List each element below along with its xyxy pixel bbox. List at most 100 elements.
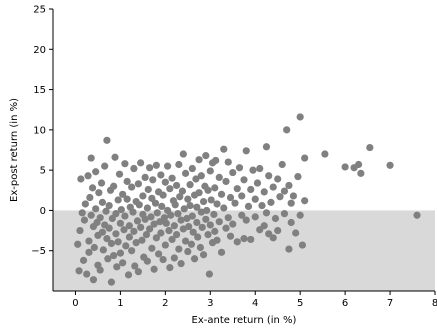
- scatter-point: [224, 214, 232, 222]
- scatter-point: [233, 185, 241, 193]
- scatter-point: [249, 166, 257, 174]
- scatter-point: [190, 255, 199, 263]
- scatter-point: [133, 217, 142, 225]
- scatter-point: [115, 170, 124, 178]
- scatter-point: [229, 220, 237, 228]
- scatter-point: [121, 160, 129, 168]
- scatter-point: [111, 153, 119, 161]
- scatter-point: [256, 164, 264, 173]
- scatter-point: [296, 211, 304, 219]
- scatter-point: [157, 229, 165, 237]
- scatter-point: [294, 172, 302, 181]
- scatter-point: [85, 248, 93, 256]
- scatter-point: [195, 189, 203, 197]
- scatter-point: [119, 190, 127, 198]
- scatter-point: [212, 156, 220, 165]
- scatter-point: [105, 224, 113, 232]
- scatter-point: [141, 173, 149, 181]
- x-tick-label: 6: [342, 298, 348, 309]
- scatter-point: [321, 150, 329, 158]
- scatter-point: [206, 167, 214, 175]
- scatter-point: [386, 161, 394, 169]
- scatter-point: [189, 228, 197, 236]
- x-tick-label: 4: [252, 298, 258, 309]
- scatter-point: [164, 162, 172, 170]
- scatter-point: [253, 179, 262, 187]
- scatter-point: [148, 244, 156, 252]
- scatter-point: [157, 171, 165, 179]
- scatter-point: [162, 219, 170, 227]
- scatter-point: [89, 276, 98, 284]
- scatter-point: [128, 183, 136, 191]
- scatter-point: [211, 184, 219, 192]
- scatter-point: [151, 199, 160, 207]
- scatter-point: [258, 201, 266, 210]
- scatter-point: [217, 190, 226, 198]
- scatter-point: [134, 180, 142, 188]
- scatter-point: [159, 255, 167, 264]
- scatter-point: [153, 209, 161, 217]
- scatter-point: [123, 177, 131, 186]
- scatter-point: [285, 181, 293, 190]
- scatter-point: [170, 222, 178, 230]
- scatter-point: [193, 203, 201, 211]
- y-tick-label: −5: [31, 246, 46, 257]
- scatter-point: [128, 247, 136, 255]
- scatter-point: [187, 240, 196, 248]
- scatter-point: [161, 178, 169, 186]
- scatter-point: [104, 255, 112, 263]
- scatter-point: [114, 196, 122, 204]
- scatter-point: [287, 218, 295, 227]
- scatter-point: [139, 192, 147, 200]
- scatter-point: [110, 182, 118, 190]
- scatter-point: [137, 223, 145, 231]
- scatter-point: [188, 212, 196, 220]
- scatter-point: [220, 204, 228, 212]
- scatter-point: [174, 210, 182, 218]
- scatter-point: [135, 201, 143, 209]
- scatter-point: [144, 185, 152, 194]
- y-axis-label: Ex-post return (in %): [9, 98, 20, 202]
- scatter-point: [74, 240, 82, 248]
- scatter-point: [129, 208, 137, 216]
- scatter-point: [77, 175, 85, 183]
- scatter-point: [341, 163, 349, 171]
- y-tick-label: 20: [33, 45, 46, 56]
- y-tick-label: 5: [40, 166, 46, 177]
- scatter-point: [141, 215, 149, 223]
- scatter-points: [74, 113, 421, 286]
- scatter-point: [143, 204, 151, 212]
- scatter-point: [197, 172, 205, 180]
- scatter-point: [238, 192, 246, 200]
- scatter-point: [96, 214, 104, 222]
- scatter-point: [194, 233, 202, 241]
- scatter-point: [278, 160, 286, 169]
- scatter-point: [121, 212, 129, 220]
- scatter-point: [97, 179, 106, 187]
- scatter-point: [280, 187, 289, 195]
- scatter-point: [179, 150, 187, 158]
- scatter-point: [204, 186, 212, 194]
- scatter-point: [99, 246, 107, 254]
- scatter-point: [84, 172, 92, 180]
- scatter-point: [186, 201, 194, 210]
- scatter-point: [215, 173, 223, 181]
- scatter-point: [199, 251, 208, 259]
- scatter-point: [355, 160, 363, 169]
- scatter-point: [229, 168, 237, 177]
- scatter-point: [168, 235, 176, 244]
- scatter-point: [213, 200, 221, 208]
- scatter-point: [123, 195, 131, 203]
- scatter-point: [130, 164, 138, 173]
- scatter-point: [177, 260, 185, 268]
- scatter-point: [296, 113, 304, 121]
- scatter-point: [185, 222, 193, 231]
- scatter-point: [83, 270, 91, 278]
- scatter-point: [265, 172, 273, 180]
- scatter-point: [224, 158, 232, 166]
- scatter-point: [175, 245, 183, 253]
- scatter-point: [112, 210, 120, 218]
- scatter-point: [301, 197, 309, 205]
- scatter-point: [184, 195, 192, 203]
